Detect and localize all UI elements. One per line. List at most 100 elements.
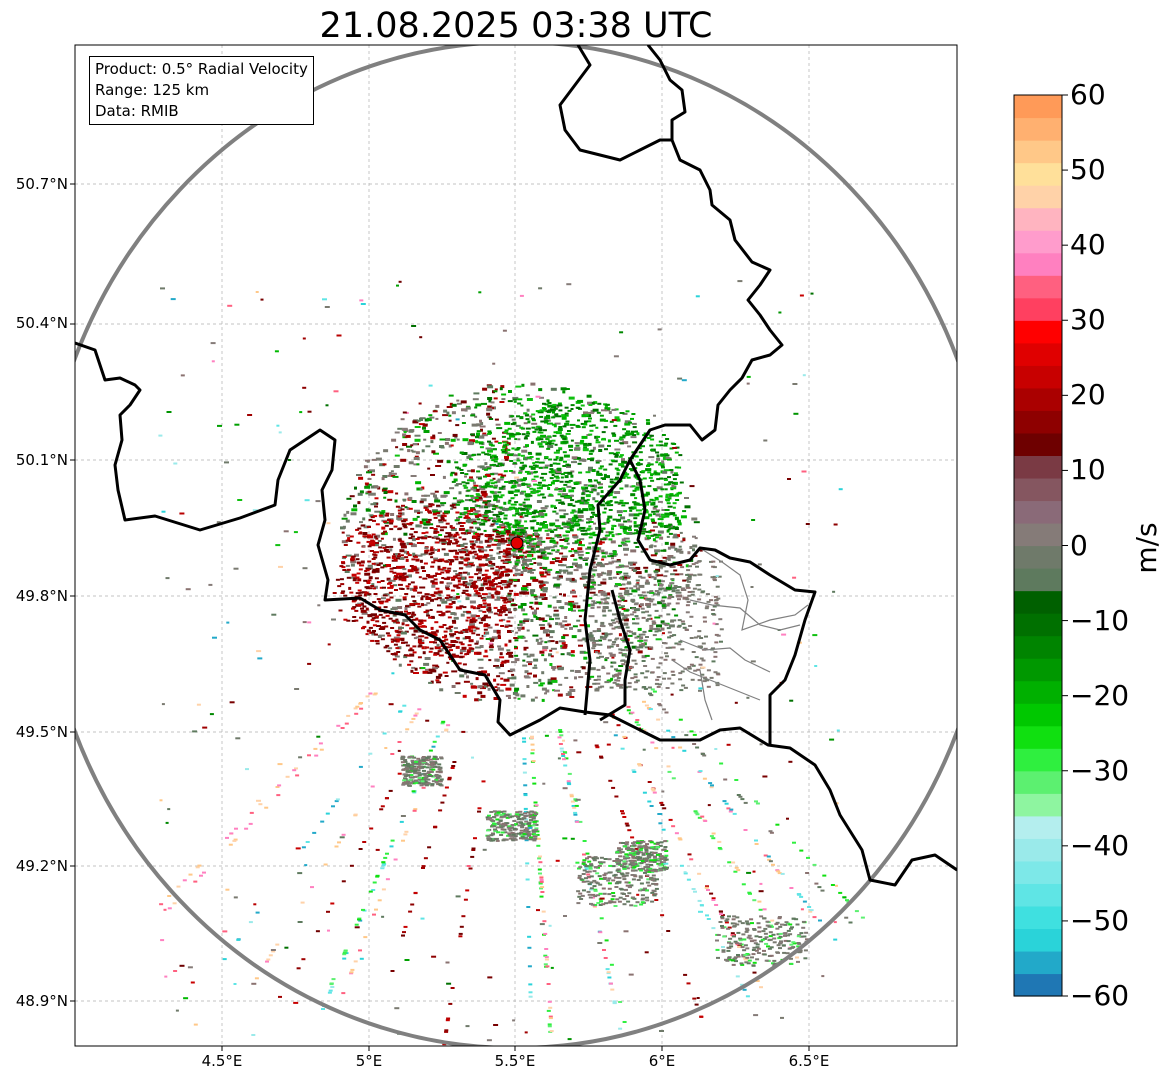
echo-gate (503, 444, 507, 447)
echo-gate (412, 588, 417, 591)
echo-gate (738, 795, 743, 798)
echo-gate (358, 765, 363, 768)
echo-gate (362, 625, 367, 628)
echo-gate (675, 589, 680, 592)
echo-gate (570, 427, 574, 429)
echo-gate (619, 412, 625, 414)
echo-gate (434, 497, 439, 500)
echo-gate (597, 652, 602, 655)
echo-gate (495, 531, 500, 534)
echo-gate (466, 675, 469, 679)
echo-gate (681, 684, 686, 687)
echo-gate (448, 596, 453, 599)
echo-gate (562, 390, 566, 394)
echo-gate (520, 557, 525, 560)
echo-gate (433, 516, 438, 519)
echo-gate (576, 890, 581, 893)
echo-gate (502, 441, 509, 444)
echo-gate (539, 566, 545, 569)
echo-gate (552, 576, 558, 579)
echo-gate (638, 575, 643, 578)
echo-gate (459, 631, 464, 634)
echo-gate (477, 477, 482, 480)
echo-gate (623, 520, 628, 523)
echo-gate (611, 643, 616, 646)
echo-gate (595, 682, 601, 685)
echo-gate (509, 668, 515, 672)
echo-gate (363, 593, 367, 597)
echo-gate (453, 472, 457, 475)
echo-gate (352, 606, 357, 609)
echo-gate (369, 550, 374, 552)
echo-gate (704, 635, 708, 638)
echo-gate (576, 407, 581, 409)
echo-gate (456, 483, 462, 485)
echo-gate (650, 534, 655, 537)
echo-gate (437, 604, 441, 607)
echo-gate (430, 492, 436, 495)
echo-gate (562, 534, 567, 537)
map-title: 21.08.2025 03:38 UTC (319, 6, 713, 46)
echo-gate (499, 652, 503, 656)
echo-gate (671, 646, 676, 649)
echo-gate (625, 587, 629, 590)
echo-gate (567, 523, 571, 526)
echo-gate (703, 647, 708, 650)
echo-gate (577, 876, 582, 879)
echo-gate (600, 621, 605, 625)
echo-gate (396, 572, 403, 576)
echo-gate (599, 756, 604, 759)
echo-gate (568, 479, 573, 482)
echo-gate (522, 558, 527, 561)
echo-gate (544, 421, 548, 424)
echo-gate (524, 533, 528, 537)
echo-gate (616, 571, 623, 574)
echo-gate (395, 618, 399, 621)
echo-gate (514, 639, 519, 642)
echo-gate (379, 808, 384, 811)
echo-gate (516, 457, 520, 461)
echo-gate (602, 478, 606, 480)
echo-gate (591, 541, 596, 544)
echo-gate (460, 472, 465, 474)
echo-gate (541, 698, 545, 702)
echo-gate (860, 916, 865, 919)
echo-gate (647, 468, 652, 471)
echo-gate (536, 837, 541, 840)
echo-gate (442, 519, 447, 522)
echo-gate (500, 526, 506, 529)
echo-gate (509, 435, 515, 438)
echo-gate (539, 548, 545, 552)
echo-gate (556, 576, 561, 579)
echo-gate (603, 632, 608, 636)
echo-gate (486, 408, 493, 412)
echo-gate (645, 579, 649, 583)
echo-gate (528, 539, 532, 542)
echo-gate (543, 629, 550, 633)
echo-gate (501, 618, 506, 621)
echo-gate (616, 724, 621, 727)
echo-gate (349, 495, 355, 498)
echo-gate (407, 583, 411, 586)
echo-gate (508, 639, 512, 643)
echo-gate (355, 592, 361, 595)
echo-gate (360, 560, 365, 564)
echo-gate (472, 518, 477, 522)
echo-gate (425, 549, 430, 552)
echo-gate (517, 402, 522, 405)
echo-gate (443, 630, 448, 633)
echo-gate (411, 595, 416, 598)
echo-gate (367, 490, 372, 493)
echo-gate (634, 502, 639, 505)
echo-gate (410, 581, 415, 584)
echo-gate (635, 646, 640, 649)
echo-gate (552, 668, 556, 671)
echo-gate (537, 555, 543, 559)
echo-gate (389, 584, 394, 588)
echo-gate (421, 867, 425, 869)
echo-gate (630, 677, 635, 680)
echo-gate (450, 507, 454, 510)
echo-gate (570, 650, 575, 654)
echo-gate (512, 547, 516, 551)
